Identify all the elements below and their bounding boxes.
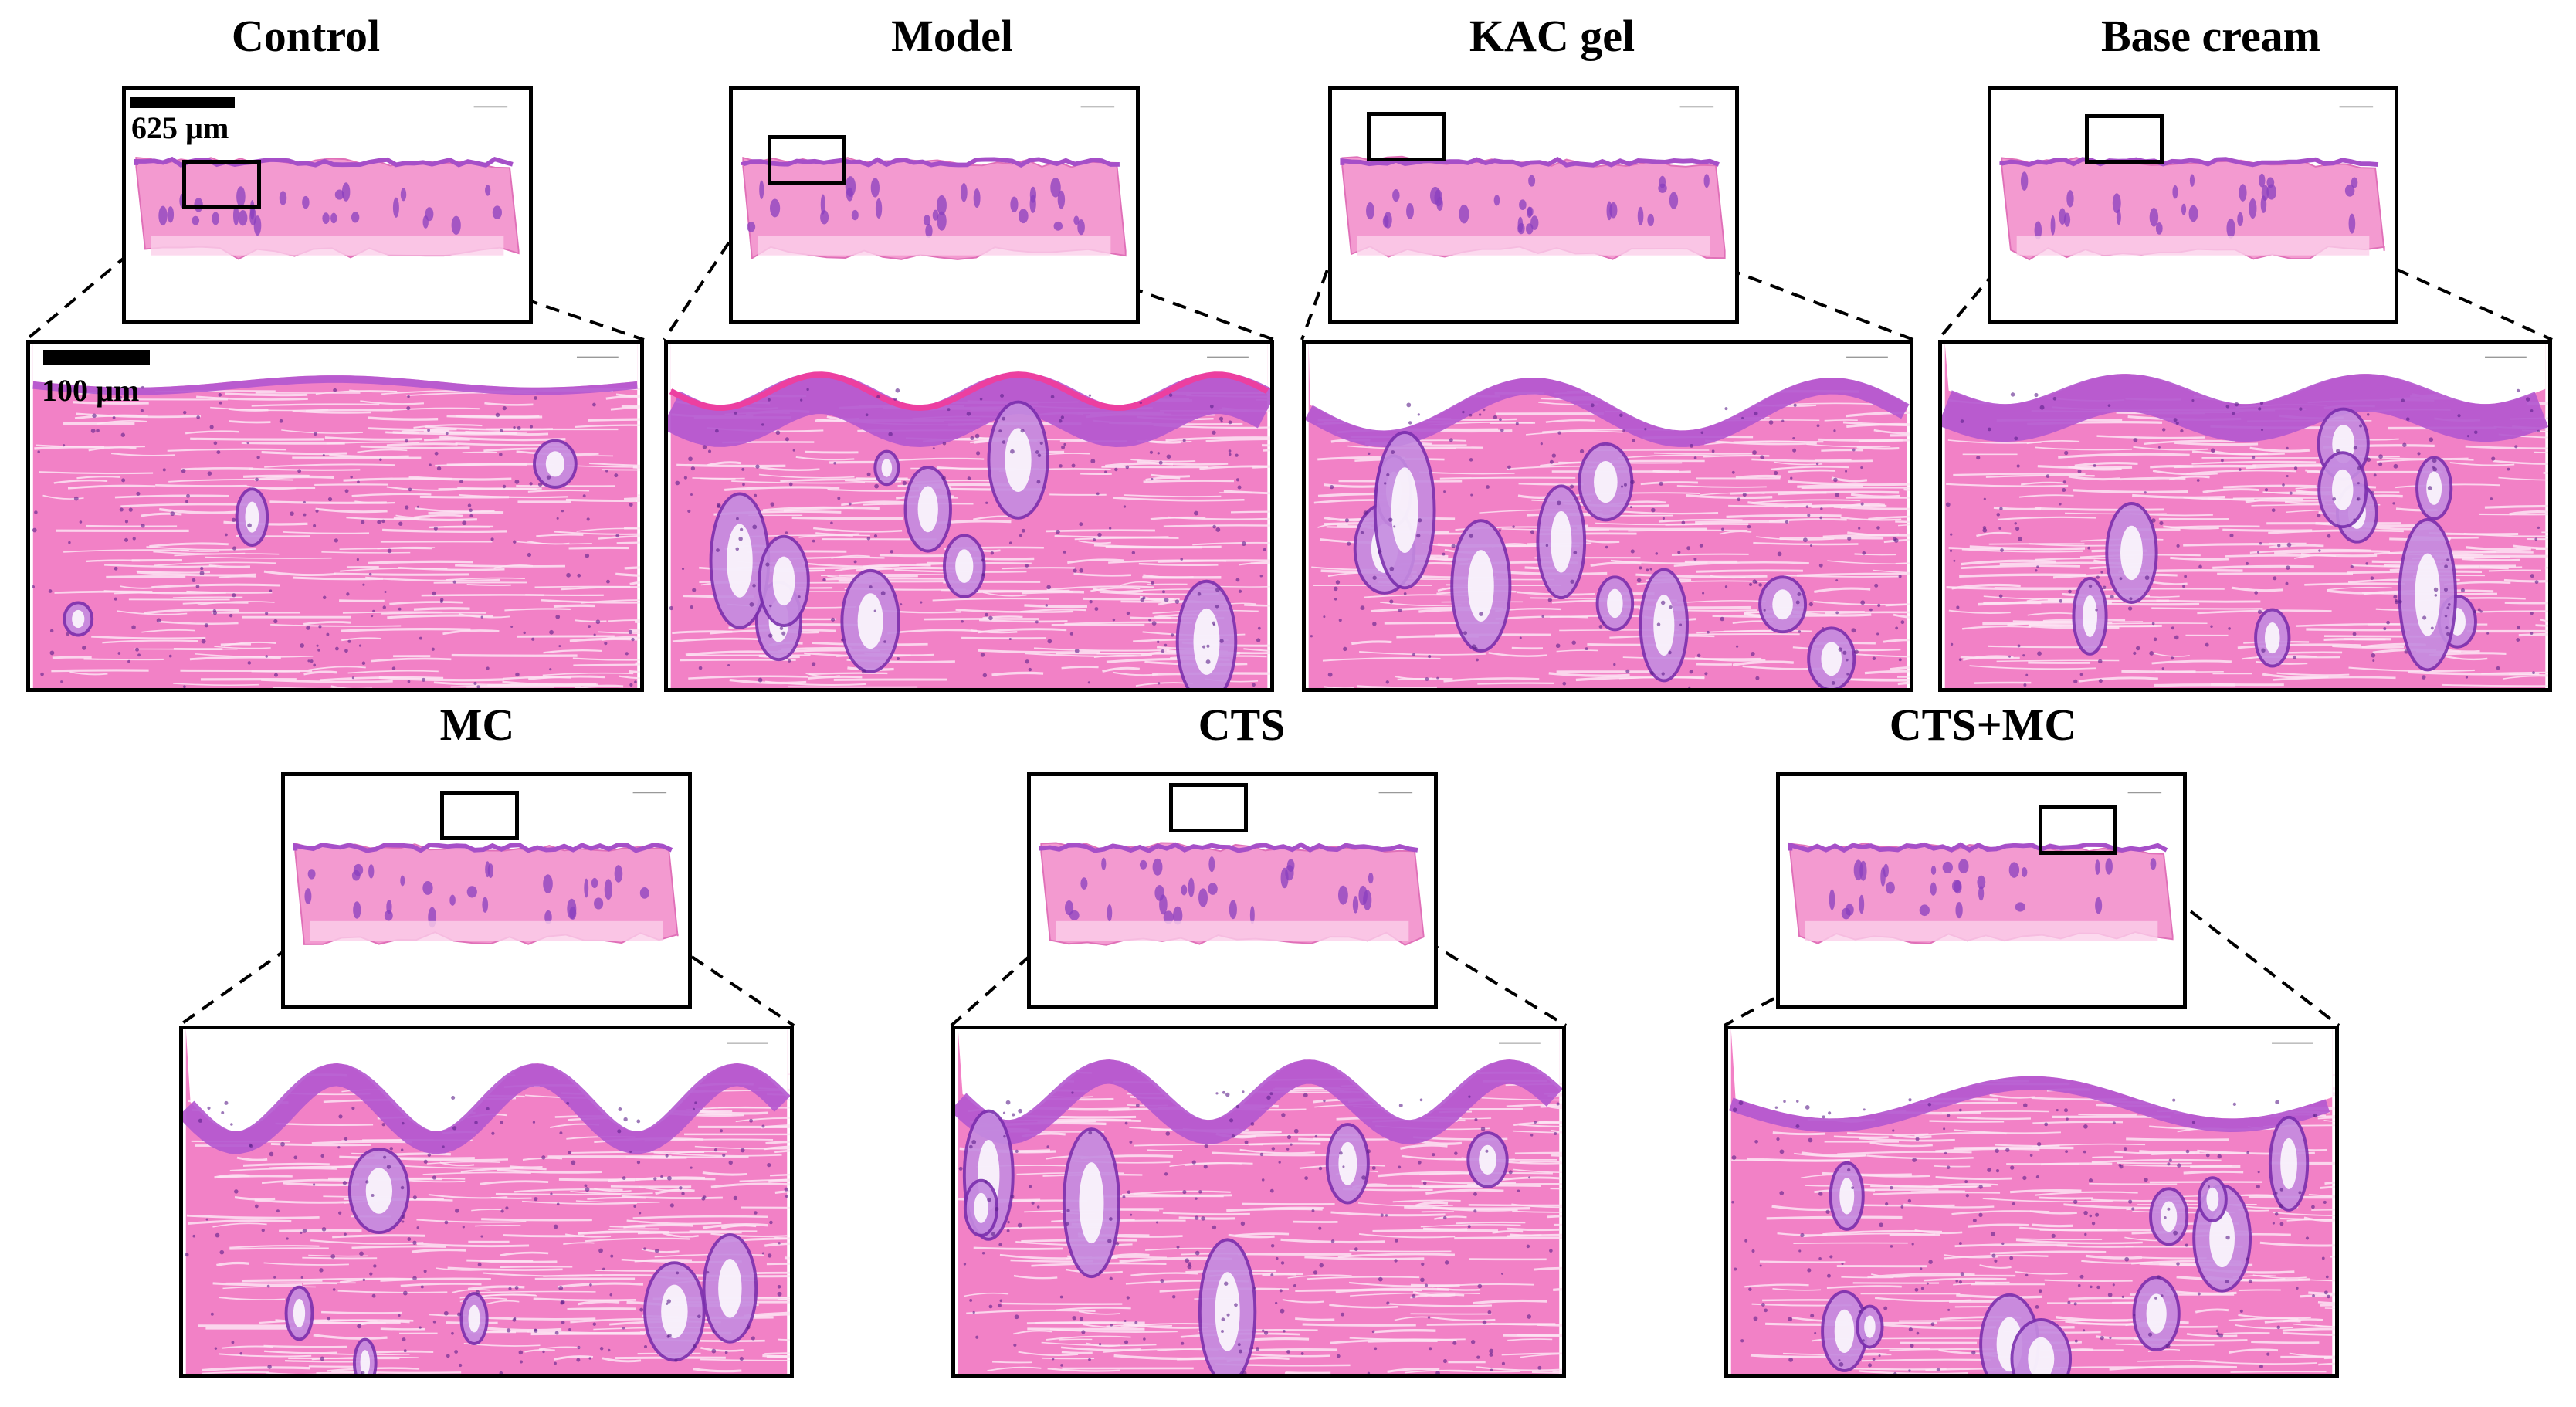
overview-image-mc	[281, 772, 692, 1009]
zoom-image-kac	[1302, 340, 1913, 692]
roi-box-base	[2085, 114, 2164, 164]
roi-box-ctsmc	[2039, 805, 2117, 855]
overview-image-ctsmc	[1776, 772, 2187, 1009]
overview-scale-bar	[130, 97, 235, 108]
zoom-image-model	[664, 340, 1274, 692]
connector-left-base	[1937, 162, 2086, 341]
panel-title-control: Control	[231, 11, 381, 61]
roi-box-kac	[1367, 112, 1446, 161]
connector-right-kac	[1445, 160, 1914, 341]
panel-title-cts: CTS	[1198, 700, 1286, 750]
roi-box-control	[182, 160, 261, 209]
roi-box-model	[768, 135, 846, 185]
overview-image-model	[729, 86, 1140, 324]
overview-image-base	[1988, 86, 2398, 324]
zoom-scale-label: 100 µm	[42, 373, 140, 408]
overview-image-cts	[1027, 772, 1438, 1009]
panel-title-kac: KAC gel	[1469, 11, 1635, 61]
roi-box-mc	[440, 791, 519, 840]
panel-title-base: Base cream	[2101, 11, 2320, 61]
panel-title-mc: MC	[439, 700, 515, 750]
panel-title-model: Model	[891, 11, 1013, 61]
overview-scale-label: 625 µm	[131, 110, 229, 145]
panel-title-ctsmc: CTS+MC	[1889, 700, 2077, 750]
zoom-image-base	[1938, 340, 2552, 692]
zoom-scale-bar	[43, 350, 150, 365]
zoom-image-control	[26, 340, 644, 692]
connector-right-control	[260, 208, 645, 341]
overview-image-kac	[1328, 86, 1739, 324]
zoom-image-cts	[951, 1026, 1566, 1378]
overview-image-control	[122, 86, 533, 324]
zoom-image-ctsmc	[1724, 1026, 2339, 1378]
zoom-image-mc	[179, 1026, 794, 1378]
roi-box-cts	[1169, 783, 1248, 832]
